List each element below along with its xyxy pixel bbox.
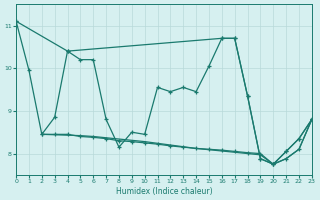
X-axis label: Humidex (Indice chaleur): Humidex (Indice chaleur)	[116, 187, 212, 196]
